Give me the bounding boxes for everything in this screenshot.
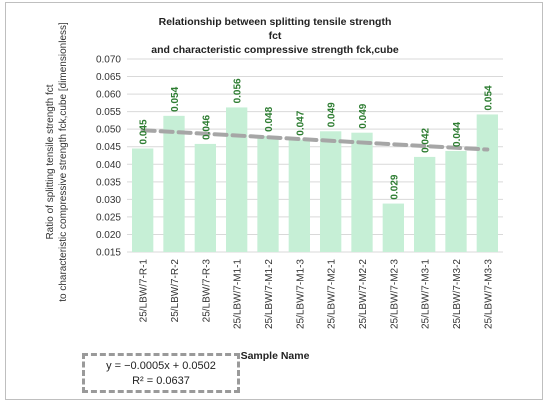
x-tick-label: 25/LBW/7-R-2 [170, 259, 181, 323]
bar [320, 131, 342, 252]
title-line-3: and characteristic compressive strength … [151, 44, 399, 56]
bars [132, 107, 498, 253]
data-label: 0.045 [139, 119, 150, 144]
x-tick-label: 25/LBW/7-R-3 [201, 259, 212, 323]
data-label: 0.029 [389, 174, 400, 199]
data-label: 0.056 [233, 78, 244, 103]
x-tick-label: 25/LBW/7-M2-2 [358, 259, 369, 329]
x-tick-label: 25/LBW/7-R-1 [139, 259, 150, 323]
chart-title: Relationship between splitting tensile s… [0, 15, 550, 57]
x-tick-label: 25/LBW/7-M1-3 [295, 259, 306, 329]
y-tick-label: 0.025 [96, 212, 121, 223]
data-label: 0.046 [201, 114, 212, 139]
data-label: 0.044 [452, 121, 463, 146]
gridlines [127, 58, 503, 253]
x-tick-label: 25/LBW/7-M2-3 [389, 259, 400, 329]
trendline [140, 128, 490, 152]
x-tick-label: 25/LBW/7-M3-2 [452, 259, 463, 329]
bar [257, 135, 279, 252]
title-line-1: Relationship between splitting tensile s… [158, 16, 392, 28]
x-axis-label: Sample Name [240, 350, 310, 362]
y-tick-label: 0.045 [96, 142, 121, 153]
x-tick-label: 25/LBW/7-M3-1 [421, 259, 432, 329]
trendline-equation-box: y = −0.0005x + 0.0502 R² = 0.0637 [82, 353, 240, 393]
bar [414, 156, 436, 252]
r-squared: R² = 0.0637 [132, 375, 190, 387]
data-label: 0.049 [327, 102, 338, 127]
y-tick-label: 0.035 [96, 177, 121, 188]
data-label: 0.049 [358, 103, 369, 128]
bar [194, 143, 216, 252]
data-label: 0.048 [264, 106, 275, 131]
data-label: 0.042 [421, 127, 432, 152]
y-tick-label: 0.050 [96, 125, 121, 136]
trendline-equation: y = −0.0005x + 0.0502 [106, 360, 216, 372]
y-tick-labels: 0.015 0.020 0.025 0.030 0.035 0.040 0.045 0.050… [96, 55, 121, 259]
bar [226, 107, 248, 253]
y-tick-label: 0.030 [96, 195, 121, 206]
y-tick-label: 0.015 [96, 248, 121, 259]
trendline-line [140, 128, 490, 152]
bar [132, 148, 154, 252]
bar [163, 115, 185, 252]
x-tick-label: 25/LBW/7-M2-1 [327, 259, 338, 329]
data-label: 0.054 [170, 86, 181, 111]
x-tick-label: 25/LBW/7-M1-2 [264, 259, 275, 329]
y-tick-label: 0.065 [96, 72, 121, 83]
x-tick-labels: 25/LBW/7-R-1 25/LBW/7-R-2 25/LBW/7-R-3 25/L… [139, 259, 495, 329]
bar [351, 132, 373, 252]
y-tick-label: 0.060 [96, 90, 121, 101]
x-tick-label: 25/LBW/7-M3-3 [483, 259, 494, 329]
data-label: 0.054 [483, 85, 494, 110]
bar [288, 139, 310, 252]
y-tick-label: 0.020 [96, 230, 121, 241]
bar [445, 150, 467, 252]
x-tick-label: 25/LBW/7-M1-1 [233, 259, 244, 329]
title-line-2: fct [268, 30, 282, 42]
y-tick-label: 0.040 [96, 160, 121, 171]
data-labels: 0.045 0.054 0.046 0.056 0.048 0.047 0.049 0.049… [139, 78, 495, 200]
bar [476, 114, 498, 252]
y-tick-label: 0.055 [96, 107, 121, 118]
bar [382, 203, 404, 252]
data-label: 0.047 [295, 110, 306, 135]
y-tick-label: 0.070 [96, 55, 121, 66]
